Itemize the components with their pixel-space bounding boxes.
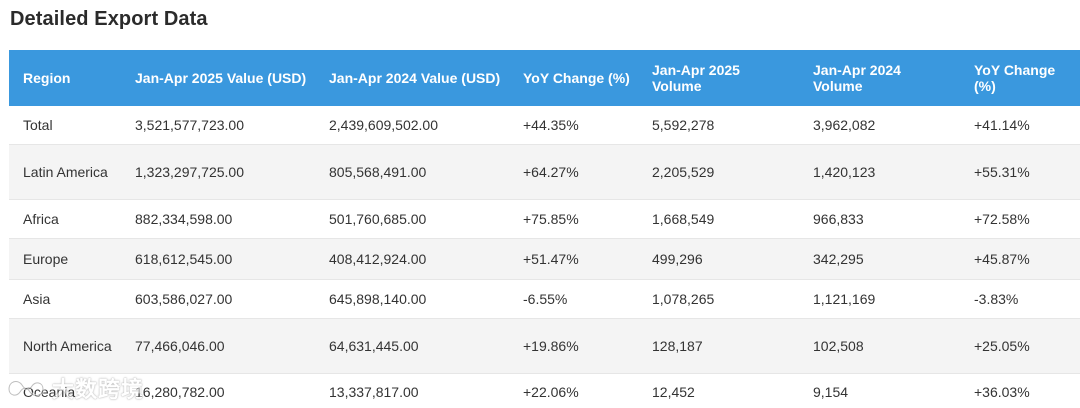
- cell-yoy-value: +51.47%: [509, 238, 638, 280]
- cell-volume-2024: 1,121,169: [799, 279, 960, 319]
- cell-volume-2024: 1,420,123: [799, 144, 960, 200]
- header-region[interactable]: Region: [9, 50, 121, 106]
- cell-volume-2025: 1,078,265: [638, 279, 799, 319]
- cell-value-2024: 645,898,140.00: [315, 279, 509, 319]
- header-yoy-volume[interactable]: YoY Change (%): [960, 50, 1080, 106]
- cell-yoy-value: -6.55%: [509, 279, 638, 319]
- cell-region: Oceania: [9, 373, 121, 408]
- cell-region: Total: [9, 106, 121, 145]
- cell-volume-2025: 499,296: [638, 238, 799, 280]
- cell-value-2024: 13,337,817.00: [315, 373, 509, 408]
- cell-volume-2025: 1,668,549: [638, 199, 799, 239]
- cell-region: Europe: [9, 238, 121, 280]
- cell-volume-2024: 966,833: [799, 199, 960, 239]
- cell-value-2024: 64,631,445.00: [315, 318, 509, 374]
- cell-region: Africa: [9, 199, 121, 239]
- table-row: Asia 603,586,027.00 645,898,140.00 -6.55…: [9, 279, 1080, 319]
- header-value-2024[interactable]: Jan-Apr 2024 Value (USD): [315, 50, 509, 106]
- cell-yoy-volume: +25.05%: [960, 318, 1080, 374]
- table-row: Total 3,521,577,723.00 2,439,609,502.00 …: [9, 106, 1080, 145]
- table-row: North America 77,466,046.00 64,631,445.0…: [9, 318, 1080, 374]
- export-data-table: Region Jan-Apr 2025 Value (USD) Jan-Apr …: [9, 50, 1080, 408]
- cell-volume-2024: 3,962,082: [799, 106, 960, 145]
- cell-volume-2025: 5,592,278: [638, 106, 799, 145]
- cell-region: Asia: [9, 279, 121, 319]
- cell-value-2025: 618,612,545.00: [121, 238, 315, 280]
- header-yoy-value[interactable]: YoY Change (%): [509, 50, 638, 106]
- cell-volume-2024: 342,295: [799, 238, 960, 280]
- header-volume-2025[interactable]: Jan-Apr 2025 Volume: [638, 50, 799, 106]
- cell-value-2024: 805,568,491.00: [315, 144, 509, 200]
- cell-value-2025: 603,586,027.00: [121, 279, 315, 319]
- table-header-row: Region Jan-Apr 2025 Value (USD) Jan-Apr …: [9, 50, 1080, 106]
- cell-value-2024: 501,760,685.00: [315, 199, 509, 239]
- table-row: Oceania 16,280,782.00 13,337,817.00 +22.…: [9, 373, 1080, 408]
- cell-value-2025: 1,323,297,725.00: [121, 144, 315, 200]
- table-row: Europe 618,612,545.00 408,412,924.00 +51…: [9, 238, 1080, 280]
- table-row: Africa 882,334,598.00 501,760,685.00 +75…: [9, 199, 1080, 239]
- cell-volume-2025: 12,452: [638, 373, 799, 408]
- cell-yoy-volume: +55.31%: [960, 144, 1080, 200]
- cell-volume-2024: 9,154: [799, 373, 960, 408]
- cell-volume-2024: 102,508: [799, 318, 960, 374]
- cell-yoy-volume: -3.83%: [960, 279, 1080, 319]
- page-title: Detailed Export Data: [10, 8, 208, 30]
- cell-yoy-volume: +41.14%: [960, 106, 1080, 145]
- cell-volume-2025: 2,205,529: [638, 144, 799, 200]
- cell-region: North America: [9, 318, 121, 374]
- cell-value-2024: 2,439,609,502.00: [315, 106, 509, 145]
- table-row: Latin America 1,323,297,725.00 805,568,4…: [9, 144, 1080, 200]
- cell-value-2025: 3,521,577,723.00: [121, 106, 315, 145]
- cell-yoy-value: +22.06%: [509, 373, 638, 408]
- cell-yoy-volume: +36.03%: [960, 373, 1080, 408]
- cell-value-2025: 77,466,046.00: [121, 318, 315, 374]
- cell-region: Latin America: [9, 144, 121, 200]
- cell-volume-2025: 128,187: [638, 318, 799, 374]
- header-volume-2024[interactable]: Jan-Apr 2024 Volume: [799, 50, 960, 106]
- cell-value-2025: 16,280,782.00: [121, 373, 315, 408]
- cell-yoy-volume: +45.87%: [960, 238, 1080, 280]
- cell-value-2024: 408,412,924.00: [315, 238, 509, 280]
- cell-value-2025: 882,334,598.00: [121, 199, 315, 239]
- header-value-2025[interactable]: Jan-Apr 2025 Value (USD): [121, 50, 315, 106]
- cell-yoy-volume: +72.58%: [960, 199, 1080, 239]
- cell-yoy-value: +44.35%: [509, 106, 638, 145]
- cell-yoy-value: +75.85%: [509, 199, 638, 239]
- cell-yoy-value: +19.86%: [509, 318, 638, 374]
- cell-yoy-value: +64.27%: [509, 144, 638, 200]
